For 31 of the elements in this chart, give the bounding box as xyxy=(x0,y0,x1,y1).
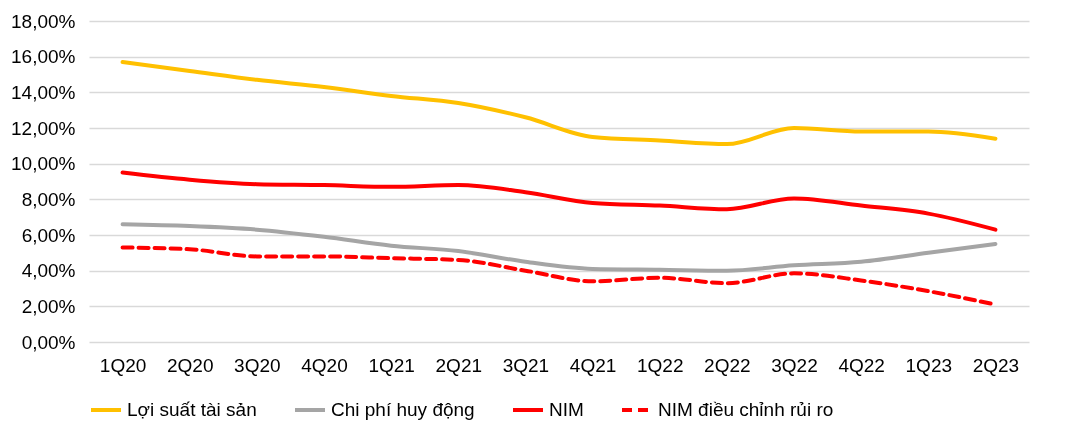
x-tick-label: 4Q22 xyxy=(838,354,885,376)
y-tick-label: 12,00% xyxy=(11,117,76,139)
y-tick-label: 10,00% xyxy=(11,153,76,175)
y-tick-label: 4,00% xyxy=(21,260,76,282)
x-tick-label: 3Q20 xyxy=(234,354,281,376)
x-tick-label: 4Q21 xyxy=(569,354,617,376)
line-series xyxy=(120,222,998,273)
y-tick-label: 2,00% xyxy=(21,295,76,317)
legend-label: Chi phí huy động xyxy=(331,399,475,420)
x-tick-label: 1Q22 xyxy=(636,354,684,376)
y-tick-label: 0,00% xyxy=(21,331,76,353)
x-tick-label: 3Q22 xyxy=(771,354,818,376)
x-tick-label: 4Q20 xyxy=(301,354,348,376)
line-series xyxy=(120,60,998,147)
x-tick-label: 1Q20 xyxy=(99,354,147,376)
x-tick-label: 2Q23 xyxy=(972,354,1020,376)
x-tick-label: 2Q21 xyxy=(435,354,483,376)
legend-label: NIM xyxy=(549,399,584,420)
x-tick-label: 3Q21 xyxy=(502,354,550,376)
y-tick-label: 16,00% xyxy=(11,46,76,68)
line-series xyxy=(120,170,998,232)
y-tick-label: 8,00% xyxy=(21,188,76,210)
x-tick-label: 2Q22 xyxy=(704,354,751,376)
legend-label: Lợi suất tài sản xyxy=(127,399,257,420)
legend-label: NIM điều chỉnh rủi ro xyxy=(658,399,834,420)
x-tick-label: 2Q20 xyxy=(166,354,214,376)
x-tick-label: 1Q23 xyxy=(905,354,953,376)
y-tick-label: 6,00% xyxy=(21,224,76,246)
x-tick-label: 1Q21 xyxy=(368,354,415,376)
y-tick-label: 14,00% xyxy=(11,81,76,103)
y-tick-label: 18,00% xyxy=(11,10,76,32)
